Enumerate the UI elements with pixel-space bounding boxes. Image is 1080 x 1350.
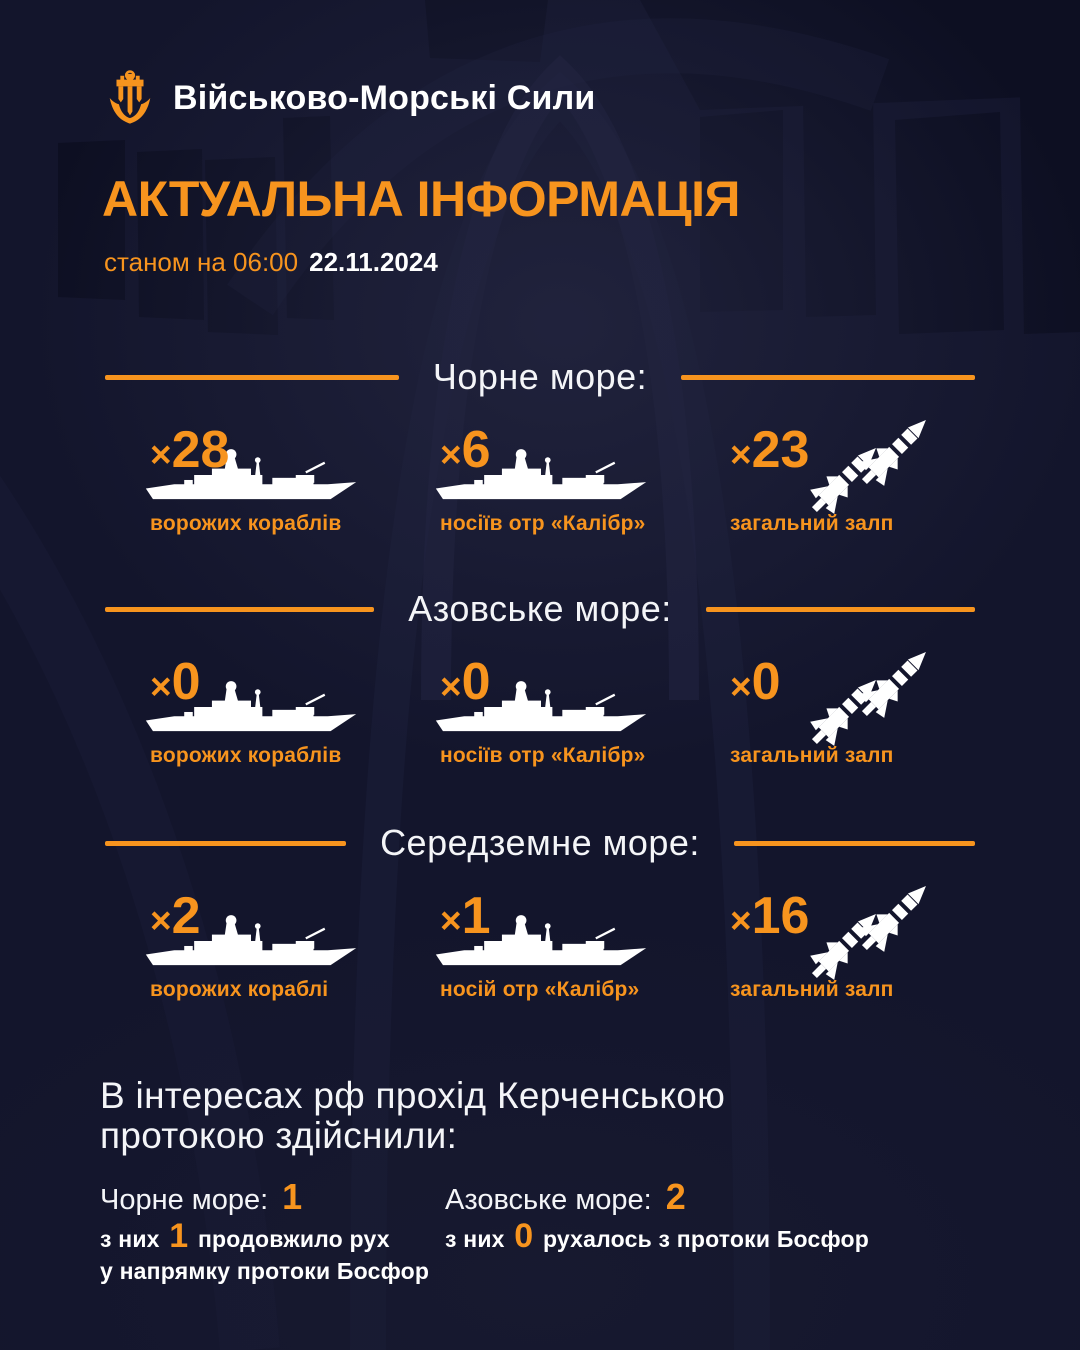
stat-label: носій отр «Калібр» bbox=[440, 978, 640, 1001]
stat-value: ×6 bbox=[440, 421, 491, 479]
stat-label: ворожих кораблів bbox=[150, 744, 342, 767]
kerch-detail: з них 0 рухалось з протоки Босфор bbox=[445, 1217, 870, 1255]
missiles-icon bbox=[804, 878, 932, 982]
stat-value: ×0 bbox=[730, 653, 781, 711]
kerch-heading-line1: В інтересах рф прохід Керченською bbox=[100, 1075, 726, 1116]
missiles-icon bbox=[804, 644, 932, 748]
status-date: 22.11.2024 bbox=[309, 247, 438, 277]
divider-line-left bbox=[105, 374, 399, 380]
sea-value: 2 bbox=[665, 1176, 686, 1217]
stat-label: носіїв отр «Калібр» bbox=[440, 512, 646, 535]
stat-label: ворожих кораблі bbox=[150, 978, 329, 1001]
brand-name: Військово-Морські Сили bbox=[173, 78, 596, 117]
stat-enemy-ships: ×0 ворожих кораблів bbox=[105, 653, 395, 768]
kerch-detail: з них 1 продовжило рух у напрямку проток… bbox=[100, 1217, 430, 1287]
stat-total-salvo: ×0 загальний залп bbox=[685, 663, 975, 768]
stat-value: ×28 bbox=[150, 421, 230, 479]
stat-kalibr-carriers: ×6 носіїв отр «Калібр» bbox=[395, 421, 685, 536]
stat-label: загальний залп bbox=[730, 978, 894, 1001]
stat-value: ×2 bbox=[150, 887, 201, 945]
detail-prefix: з них bbox=[445, 1226, 505, 1252]
divider-line-right bbox=[733, 840, 975, 846]
stat-value: ×23 bbox=[730, 421, 810, 479]
stat-value: ×16 bbox=[730, 887, 810, 945]
section-azov-sea: Азовське море: ×0 ворожих кораблів ×0 bbox=[0, 588, 1080, 768]
brand-header: Військово-Морські Сили bbox=[105, 70, 596, 126]
stat-label: ворожих кораблів bbox=[150, 512, 342, 535]
detail-value: 0 bbox=[514, 1217, 534, 1255]
sea-value: 1 bbox=[282, 1176, 303, 1217]
detail-prefix: з них bbox=[100, 1226, 160, 1252]
detail-suffix: рухалось з протоки Босфор bbox=[542, 1226, 870, 1252]
kerch-heading-line2: протокою здійснили: bbox=[100, 1115, 458, 1156]
sea-label: Чорне море: bbox=[100, 1184, 269, 1216]
section-title: Середземне море: bbox=[380, 822, 700, 863]
stat-label: загальний залп bbox=[730, 744, 894, 767]
detail-line2: у напрямку протоки Босфор bbox=[100, 1258, 430, 1284]
stat-value: ×1 bbox=[440, 887, 491, 945]
section-mediterranean-sea: Середземне море: ×2 ворожих кораблі ×1 bbox=[0, 822, 1080, 1002]
detail-value: 1 bbox=[169, 1217, 189, 1255]
stat-label: носіїв отр «Калібр» bbox=[440, 744, 646, 767]
page-title: АКТУАЛЬНА ІНФОРМАЦІЯ bbox=[102, 171, 740, 227]
stat-total-salvo: ×23 загальний залп bbox=[685, 431, 975, 536]
sea-label: Азовське море: bbox=[445, 1184, 652, 1216]
status-time: станом на 06:00 bbox=[104, 247, 299, 277]
section-header: Середземне море: bbox=[105, 822, 975, 864]
divider-line-left bbox=[105, 840, 347, 846]
stat-total-salvo: ×16 загальний залп bbox=[685, 897, 975, 1002]
divider-line-right bbox=[705, 606, 976, 612]
kerch-azov-sea-column: Азовське море: 2 з них 0 рухалось з прот… bbox=[445, 1176, 869, 1255]
divider-line-right bbox=[681, 374, 976, 380]
section-header: Чорне море: bbox=[105, 356, 976, 398]
section-title: Чорне море: bbox=[432, 356, 648, 397]
status-line: станом на 06:00 22.11.2024 bbox=[104, 248, 438, 277]
divider-line-left bbox=[105, 606, 375, 612]
section-title: Азовське море: bbox=[408, 588, 672, 629]
section-black-sea: Чорне море: ×28 ворожих кораблів ×6 bbox=[0, 356, 1080, 536]
stat-label: загальний залп bbox=[730, 512, 894, 535]
stat-kalibr-carriers: ×1 носій отр «Калібр» bbox=[395, 887, 685, 1002]
stat-enemy-ships: ×28 ворожих кораблів bbox=[105, 421, 395, 536]
stat-enemy-ships: ×2 ворожих кораблі bbox=[105, 887, 395, 1002]
anchor-trident-icon bbox=[108, 70, 152, 125]
stat-value: ×0 bbox=[440, 653, 491, 711]
kerch-black-sea-column: Чорне море: 1 з них 1 продовжило рух у н… bbox=[100, 1176, 429, 1287]
detail-suffix: продовжило рух bbox=[197, 1226, 390, 1252]
stat-value: ×0 bbox=[150, 653, 201, 711]
section-header: Азовське море: bbox=[105, 588, 976, 630]
missiles-icon bbox=[804, 412, 932, 516]
stat-kalibr-carriers: ×0 носіїв отр «Калібр» bbox=[395, 653, 685, 768]
kerch-heading: В інтересах рф прохід Керченською проток… bbox=[100, 1076, 725, 1156]
